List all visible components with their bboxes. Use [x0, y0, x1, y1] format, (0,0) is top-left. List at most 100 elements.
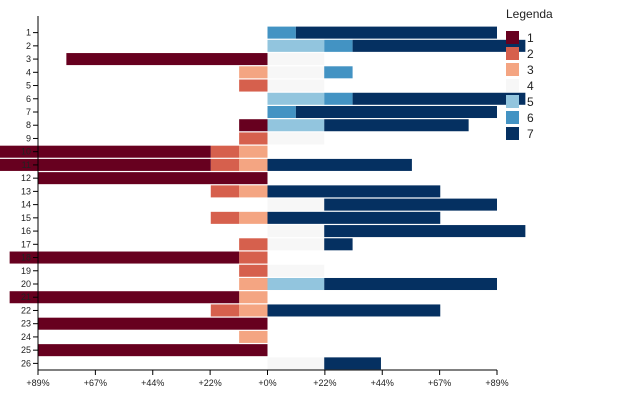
x-tick-label-7: +67% — [428, 378, 451, 388]
bar-row-19 — [239, 264, 325, 277]
x-tick-label-8: +89% — [485, 378, 508, 388]
bar-segment-26-7 — [324, 357, 381, 370]
bar-segment-21-1 — [9, 291, 240, 304]
y-tick-label-25: 25 — [21, 345, 31, 355]
bar-segment-5-4 — [267, 79, 325, 92]
legend-swatch-1 — [506, 31, 519, 44]
x-tick-label-1: +67% — [84, 378, 107, 388]
bar-segment-10-2 — [210, 145, 240, 158]
bar-row-1 — [267, 26, 497, 39]
legend-label-7: 7 — [527, 127, 534, 141]
y-tick-label-9: 9 — [26, 133, 31, 143]
bar-segment-13-7 — [267, 185, 441, 198]
bar-row-7 — [267, 105, 497, 119]
y-tick-label-17: 17 — [21, 239, 31, 249]
bar-row-20 — [239, 277, 497, 291]
legend-swatch-5 — [506, 95, 519, 108]
bar-segment-4-4 — [267, 66, 325, 79]
bar-row-6 — [267, 92, 526, 105]
legend-label-1: 1 — [527, 31, 534, 45]
bar-segment-2-5 — [267, 39, 325, 52]
bar-row-24 — [239, 330, 268, 343]
bar-segment-13-2 — [210, 185, 240, 198]
bar-segment-11-7 — [267, 158, 412, 171]
legend-label-5: 5 — [527, 95, 534, 109]
bar-row-4 — [239, 66, 353, 79]
bar-row-12 — [38, 172, 268, 185]
bar-row-21 — [9, 291, 268, 304]
y-tick-label-13: 13 — [21, 186, 31, 196]
y-tick-label-3: 3 — [26, 54, 31, 64]
bar-row-2 — [267, 39, 526, 52]
bar-segment-10-3 — [239, 145, 268, 158]
x-tick-label-5: +22% — [313, 378, 336, 388]
bar-segment-7-6 — [267, 105, 296, 119]
bar-row-13 — [210, 185, 441, 198]
y-tick-label-14: 14 — [21, 200, 31, 210]
bar-row-25 — [38, 344, 268, 357]
bar-row-17 — [239, 238, 353, 251]
bar-segment-6-5 — [267, 92, 325, 105]
legend-swatch-2 — [506, 47, 519, 60]
y-tick-label-12: 12 — [21, 173, 31, 183]
x-tick-label-4: +0% — [258, 378, 276, 388]
y-tick-label-2: 2 — [26, 41, 31, 51]
bar-segment-2-7 — [352, 39, 526, 52]
bar-segment-8-7 — [324, 119, 469, 132]
bar-segment-18-1 — [9, 251, 240, 264]
y-tick-label-7: 7 — [26, 107, 31, 117]
y-tick-label-18: 18 — [21, 253, 31, 263]
legend-label-4: 4 — [527, 79, 534, 93]
bar-segment-2-6 — [324, 39, 353, 52]
bar-segment-10-1 — [0, 145, 211, 158]
bar-segment-17-2 — [239, 238, 268, 251]
legend-label-6: 6 — [527, 111, 534, 125]
bar-segment-8-5 — [267, 119, 325, 132]
bar-segment-3-1 — [66, 53, 268, 66]
bar-segment-11-3 — [239, 158, 268, 171]
bar-segment-20-5 — [267, 277, 325, 291]
bar-segment-16-4 — [267, 225, 325, 238]
x-tick-label-3: +22% — [198, 378, 221, 388]
bar-segment-17-4 — [267, 238, 325, 251]
legend-swatch-6 — [506, 111, 519, 124]
bar-row-9 — [239, 132, 325, 145]
y-tick-label-1: 1 — [26, 28, 31, 38]
bar-segment-19-2 — [239, 264, 268, 277]
bar-segment-8-1 — [239, 119, 268, 132]
bar-row-23 — [38, 317, 268, 330]
y-tick-label-4: 4 — [26, 67, 31, 77]
bar-segment-19-4 — [267, 264, 325, 277]
bar-segment-14-7 — [324, 198, 497, 211]
bar-row-26 — [267, 357, 381, 370]
y-tick-label-8: 8 — [26, 120, 31, 130]
legend-label-2: 2 — [527, 47, 534, 61]
bar-segment-1-6 — [267, 26, 296, 39]
bar-segment-9-4 — [267, 132, 325, 145]
bar-segment-23-1 — [38, 317, 268, 330]
bar-segment-4-3 — [239, 66, 268, 79]
y-tick-label-23: 23 — [21, 319, 31, 329]
bar-row-14 — [267, 198, 497, 211]
bar-row-15 — [210, 211, 441, 224]
bar-segment-22-3 — [239, 304, 268, 317]
legend: Legenda 1 2 3 4 5 6 7 — [506, 7, 553, 141]
bar-segment-5-2 — [239, 79, 268, 92]
bar-segment-15-7 — [267, 211, 441, 224]
y-tick-label-26: 26 — [21, 358, 31, 368]
bar-row-3 — [66, 53, 325, 66]
bar-segment-1-7 — [295, 26, 497, 39]
bar-segment-15-3 — [239, 211, 268, 224]
bar-segment-11-2 — [210, 158, 240, 171]
y-tick-label-21: 21 — [21, 292, 31, 302]
bar-segment-14-4 — [267, 198, 325, 211]
y-tick-label-22: 22 — [21, 305, 31, 315]
y-axis: 1234567891011121314151617181920212223242… — [21, 16, 39, 370]
x-tick-label-2: +44% — [141, 378, 164, 388]
bar-segment-9-2 — [239, 132, 268, 145]
legend-title: Legenda — [506, 7, 553, 21]
bar-segment-7-7 — [295, 105, 497, 119]
bar-row-11 — [0, 158, 412, 171]
